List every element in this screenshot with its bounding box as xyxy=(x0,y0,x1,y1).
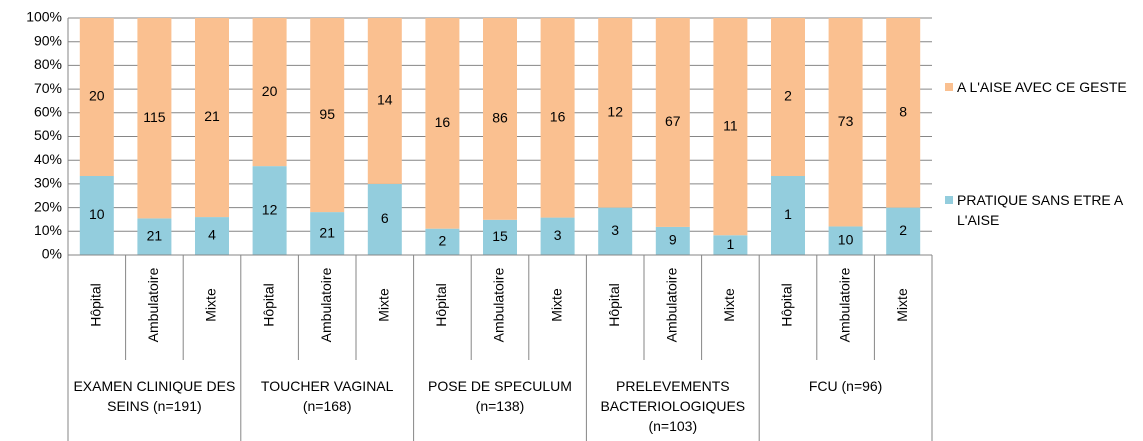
data-label: 9 xyxy=(669,232,677,248)
x-tick-label: Mixte xyxy=(721,288,737,322)
bar-segment xyxy=(771,176,805,255)
bar-segment xyxy=(195,18,229,218)
bar-segment xyxy=(195,217,229,255)
bar-segment xyxy=(425,228,460,255)
x-tick-label: Mixte xyxy=(548,288,564,322)
bar-segment xyxy=(425,18,460,229)
group-label: FCU (n=96) xyxy=(808,378,883,394)
group-label: PRELEVEMENTS BACTERIOLOGIQUES (n=103) xyxy=(600,378,746,434)
group-label: EXAMEN CLINIQUE DES SEINS (n=191) xyxy=(73,378,236,414)
data-label: 20 xyxy=(262,83,278,99)
data-label: 67 xyxy=(665,113,681,129)
data-label: 2 xyxy=(899,222,907,238)
data-label: 12 xyxy=(262,201,278,217)
bar-segment xyxy=(540,217,575,255)
data-label: 20 xyxy=(89,88,105,104)
bar-segment xyxy=(771,18,805,176)
bar-segment xyxy=(79,18,114,176)
bar-segment xyxy=(367,183,402,255)
data-label: 3 xyxy=(611,222,619,238)
bar-segment xyxy=(79,176,114,255)
y-tick-label: 10% xyxy=(34,222,62,238)
bar-segment xyxy=(598,207,633,255)
legend-swatch xyxy=(945,196,953,204)
data-label: 73 xyxy=(838,113,854,129)
bar-segment xyxy=(655,226,690,255)
bar-segment xyxy=(886,207,921,255)
group-label: POSE DE SPECULUM (n=138) xyxy=(428,378,572,414)
bar-segment xyxy=(310,212,345,255)
data-label: 86 xyxy=(492,110,508,126)
x-tick-label: Hôpital xyxy=(606,283,622,327)
y-tick-label: 0% xyxy=(42,246,62,262)
bar-segment xyxy=(540,18,575,218)
y-tick-label: 100% xyxy=(26,9,62,25)
legend-label: PRATIQUE SANS ETRE A L'AISE xyxy=(957,192,1123,228)
y-tick-label: 40% xyxy=(34,151,62,167)
x-tick-label: Ambulatoire xyxy=(664,267,680,342)
data-label: 2 xyxy=(439,233,447,249)
x-tick-label: Hôpital xyxy=(779,283,795,327)
data-label: 95 xyxy=(319,106,335,122)
bar-segment xyxy=(137,218,172,255)
bar-segment xyxy=(713,235,748,255)
bar-segment xyxy=(828,18,863,227)
x-tick-label: Ambulatoire xyxy=(145,267,161,342)
y-tick-label: 20% xyxy=(34,198,62,214)
data-label: 21 xyxy=(147,227,163,243)
x-tick-label: Hôpital xyxy=(260,283,276,327)
bar-segment xyxy=(310,18,345,213)
bar-segment xyxy=(483,219,517,255)
data-label: 8 xyxy=(899,104,907,120)
data-label: 4 xyxy=(208,227,216,243)
y-tick-label: 60% xyxy=(34,104,62,120)
bar-segment xyxy=(483,18,517,220)
bar-segment xyxy=(252,166,287,255)
bar-segment xyxy=(886,18,921,208)
data-label: 3 xyxy=(554,227,562,243)
x-tick-label: Ambulatoire xyxy=(836,267,852,342)
data-label: 1 xyxy=(727,236,735,252)
legend-label: A L'AISE AVEC CE GESTE xyxy=(957,79,1127,95)
y-tick-label: 70% xyxy=(34,80,62,96)
x-tick-label: Hôpital xyxy=(433,283,449,327)
data-label: 15 xyxy=(492,228,508,244)
bar-segment xyxy=(828,226,863,255)
data-label: 21 xyxy=(319,224,335,240)
data-label: 21 xyxy=(204,108,220,124)
x-tick-label: Hôpital xyxy=(88,283,104,327)
data-label: 2 xyxy=(784,88,792,104)
data-label: 1 xyxy=(784,206,792,222)
data-label: 6 xyxy=(381,210,389,226)
data-label: 10 xyxy=(838,231,854,247)
data-label: 16 xyxy=(435,114,451,130)
x-tick-label: Mixte xyxy=(376,288,392,322)
y-tick-label: 30% xyxy=(34,175,62,191)
data-label: 115 xyxy=(143,109,166,125)
bar-segment xyxy=(713,18,748,236)
bar-segment xyxy=(137,18,172,219)
bar-segment xyxy=(367,18,402,184)
y-tick-label: 90% xyxy=(34,32,62,48)
bar-segment xyxy=(598,18,633,208)
x-tick-label: Mixte xyxy=(203,288,219,322)
bar-segment xyxy=(655,18,690,227)
x-tick-label: Mixte xyxy=(894,288,910,322)
group-label: TOUCHER VAGINAL (n=168) xyxy=(260,378,394,414)
x-tick-label: Ambulatoire xyxy=(491,267,507,342)
y-tick-label: 80% xyxy=(34,56,62,72)
data-label: 10 xyxy=(89,206,105,222)
data-label: 16 xyxy=(550,108,566,124)
data-label: 12 xyxy=(607,104,623,120)
data-label: 11 xyxy=(723,117,738,133)
x-tick-label: Ambulatoire xyxy=(318,267,334,342)
y-tick-label: 50% xyxy=(34,127,62,143)
data-label: 14 xyxy=(377,92,393,108)
bar-segment xyxy=(252,18,287,167)
legend-swatch xyxy=(945,83,953,91)
